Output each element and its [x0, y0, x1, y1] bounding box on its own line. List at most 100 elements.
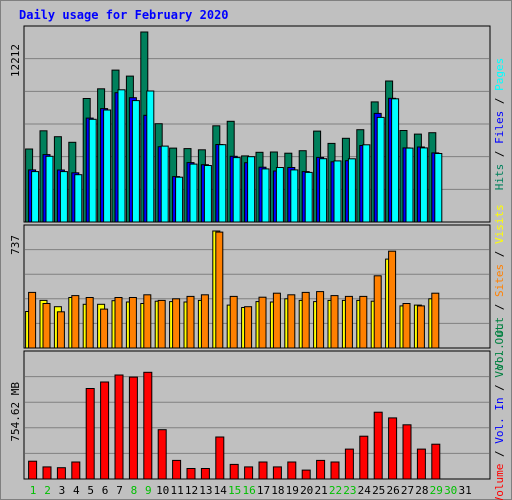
bar-pages-day-17	[261, 168, 270, 223]
bar-sites-day-15	[229, 295, 238, 349]
bar-pages-day-3	[59, 171, 68, 223]
day-label-12: 12	[185, 484, 198, 497]
bar-volume-day-18	[272, 466, 282, 480]
bar-sites-day-25	[373, 275, 382, 349]
bar-sites-day-26	[388, 250, 397, 349]
bar-pages-day-23	[347, 158, 356, 223]
legend-separator: /	[493, 244, 506, 264]
bar-sites-day-8	[128, 297, 137, 349]
max-label-bottom: 754.62 MB	[9, 382, 22, 442]
bar-volume-day-4	[71, 461, 81, 480]
bar-sites-day-12	[186, 295, 195, 349]
legend-entry-kbin: Vol. Out	[493, 325, 506, 378]
day-label-11: 11	[170, 484, 183, 497]
bar-pages-day-15	[232, 157, 241, 223]
bar-volume-day-27	[402, 424, 412, 480]
max-label-top: 12212	[9, 44, 22, 77]
bar-volume-day-8	[128, 376, 138, 480]
bar-volume-day-25	[373, 411, 383, 480]
bar-pages-day-13	[203, 165, 212, 223]
bar-sites-day-7	[114, 297, 123, 349]
legend-entry-pages: Pages	[493, 58, 506, 91]
bar-sites-day-5	[85, 297, 94, 349]
bar-sites-day-18	[272, 292, 281, 349]
bar-sites-day-10	[157, 299, 166, 349]
bar-sites-day-6	[100, 308, 109, 349]
bar-sites-day-29	[431, 292, 440, 349]
day-label-7: 7	[116, 484, 123, 497]
day-label-27: 27	[401, 484, 414, 497]
day-label-24: 24	[358, 484, 372, 497]
bar-pages-day-12	[189, 163, 198, 223]
bar-pages-day-6	[103, 109, 112, 223]
day-label-16: 16	[242, 484, 255, 497]
bar-pages-day-22	[333, 160, 342, 223]
legend-entry-kbin: Vol. Out	[493, 317, 506, 370]
legend-entry-kbout: Vol. In	[493, 397, 506, 443]
bar-pages-day-26	[391, 98, 400, 223]
day-label-21: 21	[314, 484, 327, 497]
bar-volume-day-9	[143, 371, 153, 480]
bar-volume-day-19	[287, 461, 297, 480]
bar-volume-day-22	[330, 461, 340, 480]
bar-volume-day-11	[172, 459, 182, 480]
bar-volume-day-20	[301, 469, 311, 480]
legend-middle: Vol. Out / Sites / Visits	[493, 204, 506, 370]
legend-entry-visits: Visits	[493, 204, 506, 244]
day-label-14: 14	[214, 484, 228, 497]
bar-volume-day-29	[431, 443, 441, 480]
bar-sites-day-13	[200, 294, 209, 349]
bar-volume-day-26	[388, 417, 398, 480]
day-label-3: 3	[59, 484, 66, 497]
bar-volume-day-14	[215, 436, 225, 480]
bar-sites-day-21	[316, 291, 325, 349]
bar-sites-day-9	[143, 294, 152, 349]
bar-volume-day-1	[28, 460, 38, 480]
bar-sites-day-28	[416, 305, 425, 349]
bar-volume-day-17	[258, 461, 268, 480]
bar-volume-day-28	[416, 448, 426, 480]
day-label-5: 5	[87, 484, 94, 497]
bar-pages-day-4	[74, 174, 83, 223]
bar-pages-day-21	[319, 158, 328, 223]
bar-pages-day-11	[175, 176, 184, 223]
day-label-10: 10	[156, 484, 169, 497]
bar-sites-day-2	[42, 303, 51, 349]
bar-sites-day-17	[258, 296, 267, 349]
day-label-1: 1	[30, 484, 37, 497]
bar-volume-day-16	[244, 466, 254, 480]
legend-entry-files: Files	[493, 111, 506, 144]
legend-separator: /	[493, 378, 506, 398]
bar-volume-day-12	[186, 468, 196, 480]
day-label-6: 6	[102, 484, 109, 497]
day-label-26: 26	[386, 484, 399, 497]
legend-separator: /	[493, 91, 506, 111]
day-label-23: 23	[343, 484, 356, 497]
bar-pages-day-1	[31, 171, 40, 223]
day-label-15: 15	[228, 484, 241, 497]
bar-volume-day-2	[42, 466, 52, 480]
bar-sites-day-3	[56, 311, 65, 349]
bar-sites-day-1	[28, 291, 37, 349]
bar-sites-day-19	[287, 294, 296, 349]
bar-sites-day-27	[402, 303, 411, 349]
bar-pages-day-5	[88, 118, 97, 223]
bar-volume-day-13	[200, 468, 210, 480]
legend-bottom: Volume / Vol. In / Vol. Out	[493, 325, 506, 500]
day-label-31: 31	[458, 484, 471, 497]
legend-separator: /	[493, 144, 506, 164]
bar-sites-day-24	[359, 295, 368, 349]
bar-volume-day-3	[56, 467, 66, 480]
chart-title: Daily usage for February 2020	[19, 8, 229, 22]
day-label-22: 22	[329, 484, 342, 497]
bar-volume-day-6	[100, 381, 110, 480]
bar-volume-day-10	[157, 429, 167, 480]
bar-sites-day-4	[71, 295, 80, 349]
bar-volume-day-15	[229, 463, 239, 480]
bar-sites-day-14	[215, 231, 224, 349]
bar-pages-day-16	[247, 156, 256, 223]
legend-top: Hits / Files / Pages	[493, 58, 506, 191]
bar-pages-day-9	[146, 90, 155, 223]
bar-volume-day-7	[114, 374, 124, 480]
legend-separator: /	[493, 444, 506, 464]
